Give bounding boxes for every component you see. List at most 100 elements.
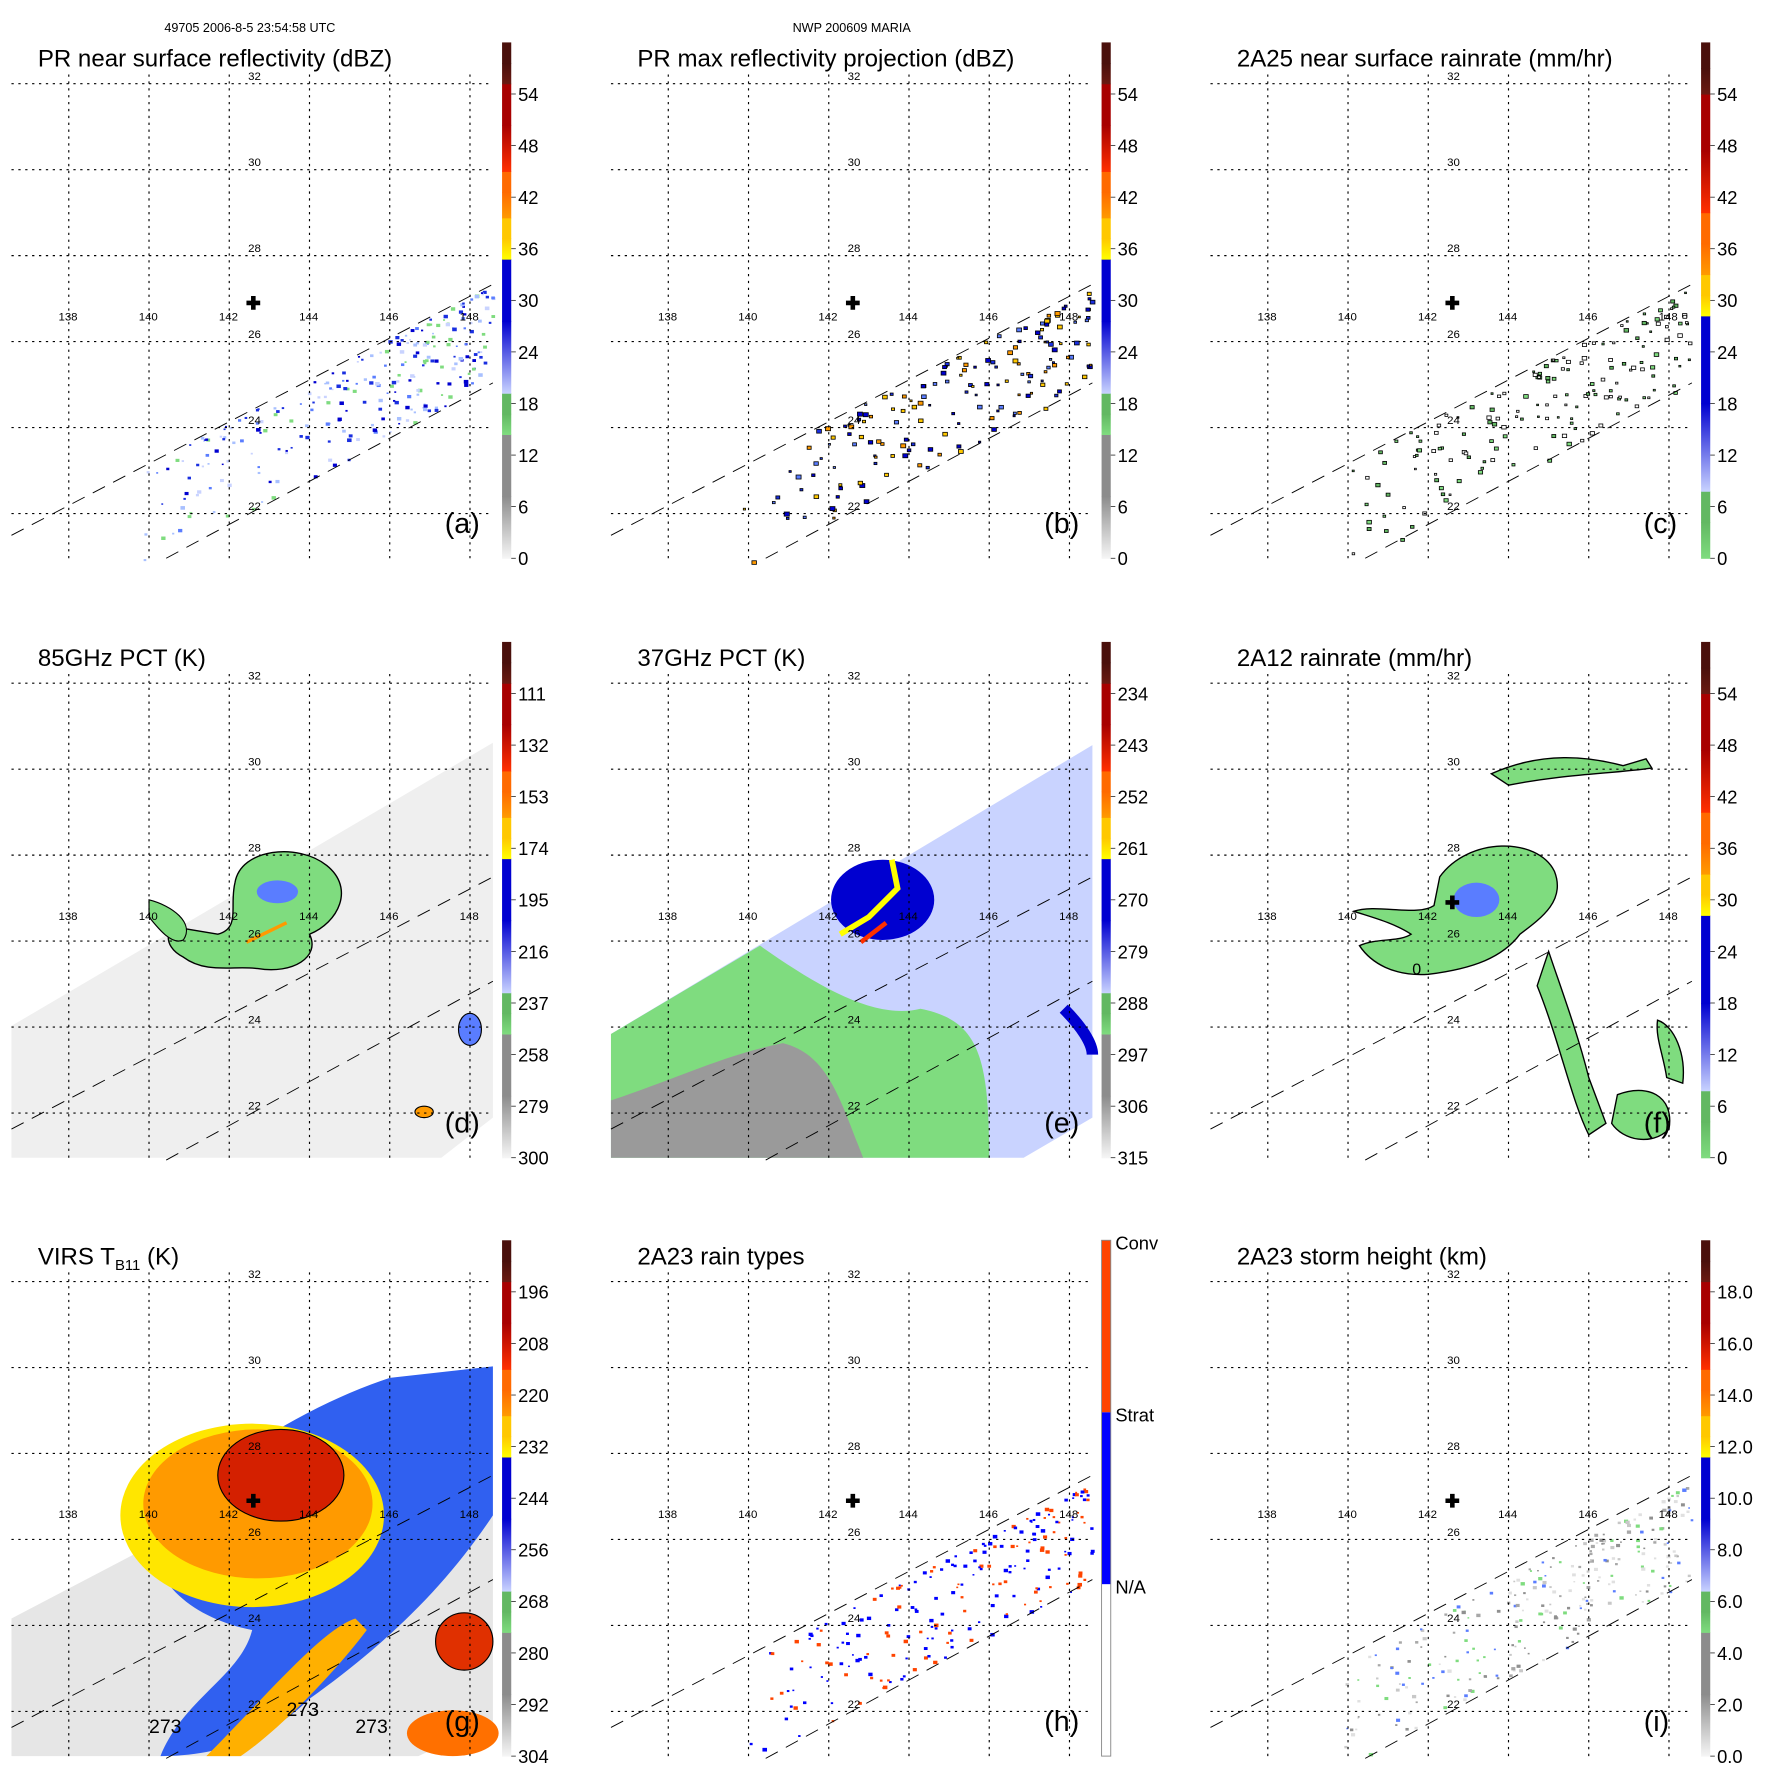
precip-pixel [1052, 1531, 1056, 1534]
precip-pixel [958, 449, 964, 454]
precip-pixel [434, 359, 439, 363]
precip-pixel [1419, 1628, 1423, 1631]
precip-pixel [356, 360, 359, 363]
colorbar-label: 12 [1118, 445, 1138, 466]
precip-pixel [1605, 1559, 1609, 1563]
precip-pixel [1076, 1511, 1080, 1514]
precip-pixel [423, 403, 426, 406]
precip-pixel [1478, 1672, 1481, 1675]
precip-pixel [1384, 1696, 1389, 1701]
precip-pixel [1003, 1568, 1009, 1573]
precip-pixel [305, 435, 310, 440]
colorbar-label: 42 [1118, 187, 1138, 208]
precip-pixel [1538, 1577, 1543, 1581]
precip-pixel [1569, 421, 1574, 425]
precip-pixel [156, 472, 159, 474]
colorbar-segment [1701, 1260, 1711, 1283]
colorbar-segment [1701, 315, 1711, 405]
longitude-label: 148 [1059, 911, 1078, 923]
precip-pixel [1035, 1512, 1041, 1516]
precip-pixel [1571, 1640, 1575, 1643]
colorbar-segment [502, 1322, 512, 1370]
precip-pixel [990, 1603, 995, 1608]
precip-pixel [397, 373, 401, 377]
orbit-time-label: 49705 2006-8-5 23:54:58 UTC [164, 21, 336, 36]
precip-pixel [879, 1679, 883, 1682]
precip-pixel [1035, 1587, 1038, 1590]
precip-pixel [1551, 358, 1555, 362]
precip-pixel [1529, 1570, 1533, 1572]
precip-pixel [396, 342, 402, 346]
precip-pixel [1583, 1542, 1587, 1546]
colorbar-segment [502, 1240, 512, 1262]
precip-pixel [448, 395, 453, 399]
colorbar-label: 297 [1118, 1044, 1149, 1065]
colorbar-label: 12.0 [1717, 1436, 1753, 1457]
precip-pixel [454, 362, 458, 366]
precip-pixel [203, 440, 206, 442]
precip-pixel [417, 388, 423, 393]
precip-pixel [180, 506, 185, 510]
precip-pixel [1542, 1580, 1547, 1585]
precip-pixel [1071, 1519, 1074, 1521]
precip-pixel [1040, 379, 1044, 383]
precip-pixel [779, 1691, 784, 1695]
precip-pixel [1521, 1609, 1524, 1612]
precip-pixel [1064, 1498, 1068, 1502]
precip-pixel [426, 323, 431, 327]
precip-pixel [1472, 1599, 1475, 1601]
precip-pixel [1086, 1498, 1090, 1502]
colorbar-segment [502, 1369, 512, 1391]
precip-pixel [1615, 381, 1619, 385]
precip-pixel [1575, 405, 1579, 409]
longitude-label: 142 [818, 911, 837, 923]
precip-pixel [187, 515, 192, 519]
precip-pixel [1664, 337, 1670, 342]
precip-pixel [1589, 1559, 1592, 1562]
precip-pixel [384, 364, 387, 367]
precip-pixel [1028, 1541, 1031, 1544]
precip-pixel [994, 365, 998, 369]
precip-pixel [345, 409, 348, 412]
precip-pixel [996, 409, 1000, 413]
panel-c: 138 140 142 144 146 148 32 30 28 26 24 22 2A25 near … [1210, 42, 1771, 581]
colorbar-segment [1101, 662, 1111, 684]
colorbar: 304 292 280 268 256 244 232 220 208 196 [502, 1240, 549, 1767]
rain-area [1536, 949, 1607, 1136]
colorbar-segment [502, 858, 512, 922]
precip-pixel [421, 329, 424, 332]
precip-pixel [816, 428, 822, 434]
precip-pixel [1014, 1565, 1017, 1567]
precip-pixel [984, 382, 990, 387]
precip-pixel [795, 474, 802, 480]
precip-pixel [1544, 1609, 1549, 1613]
precip-pixel [1609, 365, 1614, 370]
precip-pixel [1552, 1557, 1555, 1560]
precip-pixel [945, 1559, 951, 1563]
precip-pixel [1408, 1677, 1411, 1679]
precip-pixel [1077, 1582, 1083, 1587]
precip-pixel [1491, 422, 1498, 427]
precip-pixel [1411, 1694, 1417, 1699]
precip-pixel [1603, 395, 1609, 400]
precip-pixel [1541, 1604, 1545, 1607]
precip-pixel [973, 1549, 978, 1553]
precip-pixel [838, 486, 843, 491]
colorbar-segment [1101, 858, 1111, 922]
precip-pixel [327, 440, 331, 443]
precip-pixel [1663, 1585, 1667, 1588]
precip-pixel [1463, 1698, 1467, 1702]
precip-pixel [1064, 1550, 1067, 1553]
precip-pixel [932, 1566, 936, 1569]
colorbar-segment [1701, 1240, 1711, 1262]
scattering-core [859, 920, 888, 945]
colorbar-label: 6 [518, 497, 528, 518]
latitude-label: 32 [248, 71, 261, 83]
precip-pixels [143, 290, 496, 562]
precip-pixel [221, 463, 224, 466]
precip-pixel [1596, 1579, 1600, 1582]
colorbar-label: 30 [1717, 290, 1737, 311]
precip-pixel [375, 382, 380, 386]
longitude-label: 146 [379, 911, 398, 923]
precip-pixel [1582, 342, 1587, 347]
